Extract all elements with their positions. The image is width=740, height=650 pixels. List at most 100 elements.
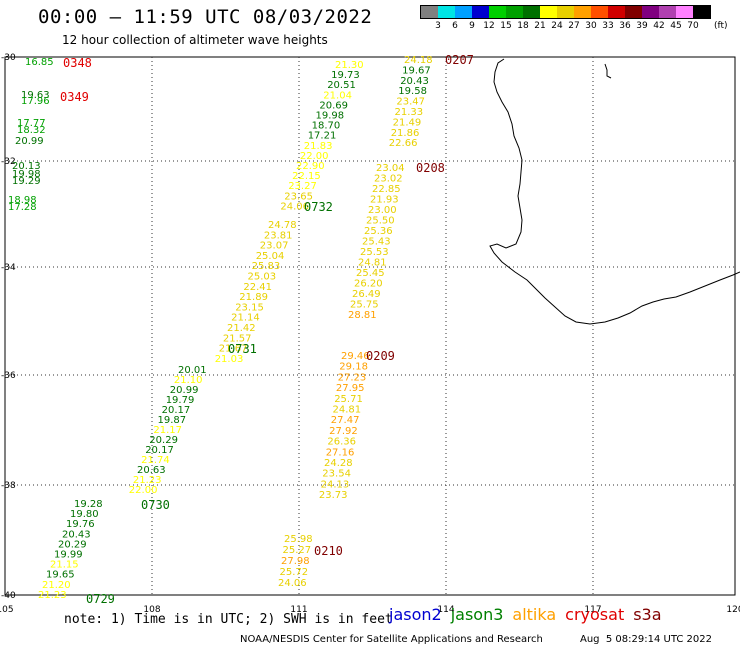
lon-label: 108 (143, 605, 160, 615)
wave-height-value: 18.70 (312, 121, 341, 132)
wave-height-value: 21.93 (370, 195, 399, 206)
wave-height-value: 20.99 (170, 385, 199, 396)
wave-height-value: 20.51 (327, 80, 356, 91)
wave-height-value: 19.58 (398, 86, 427, 97)
wave-height-value: 18.98 (8, 195, 37, 206)
legend-label: 3 (435, 21, 441, 31)
wave-height-value: 20.29 (58, 539, 87, 550)
legend-label: 30 (585, 21, 597, 31)
wave-height-value: 20.43 (62, 529, 91, 540)
legend-label: 24 (551, 21, 563, 31)
wave-height-value: 21.17 (153, 425, 182, 436)
satellite-name-jason2: jason2 (389, 605, 442, 624)
wave-height-value: 19.29 (12, 176, 41, 187)
legend-color-bar (420, 5, 711, 19)
wave-height-value: 24.18 (404, 55, 433, 66)
wave-height-value: 19.67 (402, 65, 431, 76)
legend-label: 12 (483, 21, 495, 31)
legend-label: 6 (452, 21, 458, 31)
lat-lon-grid (4, 56, 736, 596)
legend-label: 39 (636, 21, 648, 31)
pass-time-label: 0210 (314, 544, 343, 558)
wave-height-value: 23.65 (284, 191, 313, 202)
wave-height-value: 21.14 (231, 313, 260, 324)
wave-height-value: 29.18 (339, 362, 368, 373)
wave-height-value: 22.85 (372, 184, 401, 195)
australia-coastline (489, 58, 740, 325)
track-0731: 24.7823.8123.0725.0425.8325.0322.4121.89… (215, 220, 297, 365)
legend-swatch (659, 6, 676, 18)
wave-height-value: 24.81 (358, 258, 387, 269)
legend-swatch (591, 6, 608, 18)
legend-swatch (472, 6, 489, 18)
wave-height-value: 21.10 (174, 375, 203, 386)
wave-height-value: 25.43 (362, 237, 391, 248)
wave-height-value: 20.13 (12, 161, 41, 172)
legend-label: 21 (534, 21, 546, 31)
track-0732: 21.3019.7320.5121.0420.6919.9818.7017.21… (280, 60, 363, 214)
legend-label: 9 (469, 21, 475, 31)
legend-swatch (642, 6, 659, 18)
wave-height-value: 26.20 (354, 279, 383, 290)
wave-height-value: 21.42 (227, 323, 256, 334)
legend-swatch (557, 6, 574, 18)
generation-timestamp: Aug 5 08:29:14 UTC 2022 (580, 634, 712, 645)
coastline-path (489, 58, 740, 325)
wave-height-value: 20.63 (137, 465, 166, 476)
legend-label: 70 (687, 21, 699, 31)
wave-height-value: 22.00 (300, 151, 329, 162)
track-0208: 23.0423.0222.8521.9323.0025.5025.3625.43… (348, 161, 445, 321)
wave-height-value: 20.29 (149, 435, 178, 446)
lat-label: -40 (1, 591, 16, 601)
lat-label: -30 (1, 53, 16, 63)
wave-height-value: 25.27 (283, 545, 312, 556)
legend-label: 42 (653, 21, 665, 31)
wave-height-value: 24.13 (321, 479, 350, 490)
pass-time-label: 0349 (60, 90, 89, 104)
track-0207: 24.1819.6720.4319.5823.4721.3321.4921.86… (389, 53, 474, 149)
wave-height-value: 21.23 (38, 590, 67, 601)
wave-height-value: 24.78 (268, 220, 297, 231)
wave-height-value: 20.01 (178, 365, 207, 376)
wave-height-value: 25.53 (360, 247, 389, 258)
pass-time-label: 0209 (366, 349, 395, 363)
wave-height-value: 19.80 (70, 509, 99, 520)
wave-height-value: 25.71 (334, 394, 363, 405)
wave-height-value: 21.33 (395, 107, 424, 118)
wave-height-value: 22.90 (296, 161, 325, 172)
wave-height-value: 23.04 (376, 163, 405, 174)
wave-height-value: 24.06 (280, 201, 309, 212)
wave-height-value: 21.23 (133, 475, 162, 486)
wave-height-value: 21.83 (304, 141, 333, 152)
wave-height-value: 25.72 (280, 567, 309, 578)
wave-height-value: 20.17 (145, 445, 174, 456)
legend-swatch (421, 6, 438, 18)
wave-height-value: 19.79 (166, 395, 195, 406)
wave-height-value: 23.73 (319, 490, 348, 501)
legend-label: 33 (602, 21, 614, 31)
legend-swatch (455, 6, 472, 18)
wave-height-value: 21.30 (335, 60, 364, 71)
lat-label: -32 (1, 157, 16, 167)
wave-height-legend: (ft) 3 6 9 12 15 18 21 24 27 30 33 36 39 42 45 70 (420, 5, 728, 31)
wave-height-value: 22.66 (389, 138, 418, 149)
wave-height-value: 23.00 (368, 205, 397, 216)
wave-height-value: 19.28 (74, 499, 103, 510)
wave-height-value: 19.73 (331, 70, 360, 81)
wave-height-value: 21.74 (141, 455, 170, 466)
wave-height-value: 27.47 (331, 415, 360, 426)
satellite-key: jason2 jason3 altika cryosat s3a (389, 605, 671, 624)
wave-height-value: 23.81 (264, 230, 293, 241)
satellite-name-cryosat: cryosat (565, 605, 625, 624)
wave-height-value: 21.20 (42, 580, 71, 591)
wave-height-value: 27.95 (336, 383, 365, 394)
pass-time-label: 0731 (228, 342, 257, 356)
wave-height-value: 20.17 (162, 405, 191, 416)
lon-label: 117 (584, 605, 601, 615)
wave-height-value: 28.81 (348, 310, 377, 321)
legend-label: 45 (670, 21, 682, 31)
track-0730: 20.0121.1020.9919.7920.1719.8721.1720.29… (129, 365, 207, 512)
legend-swatch (608, 6, 625, 18)
